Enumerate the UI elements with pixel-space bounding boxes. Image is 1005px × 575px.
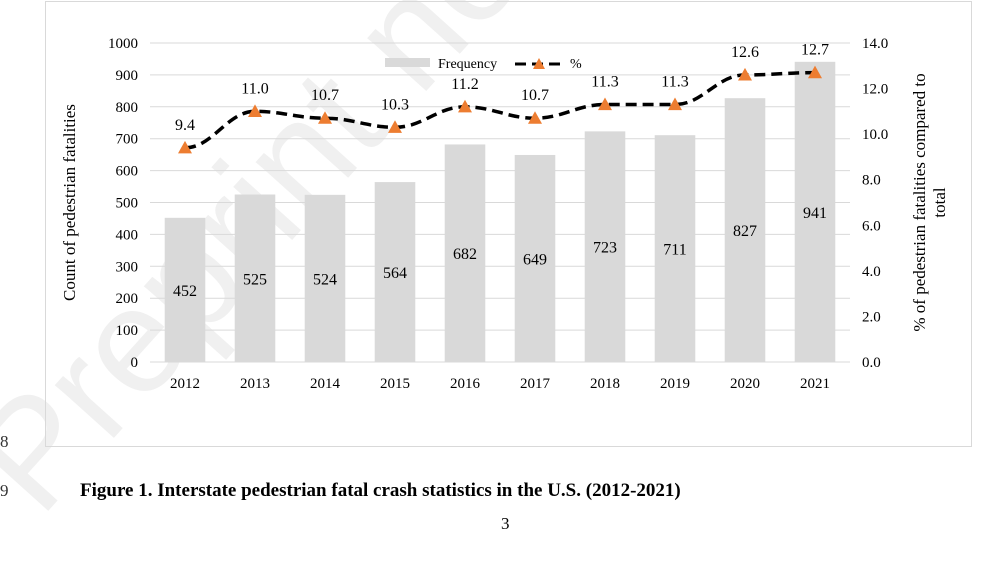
x-tick-label: 2021 bbox=[800, 376, 830, 392]
bar bbox=[724, 98, 766, 362]
percent-marker bbox=[808, 65, 822, 79]
y2-tick-label: 0.0 bbox=[862, 355, 881, 371]
x-tick-label: 2014 bbox=[310, 376, 341, 392]
line-number-8: 8 bbox=[0, 432, 9, 451]
y-tick-label: 900 bbox=[116, 68, 139, 84]
bar-value-label: 827 bbox=[733, 223, 757, 240]
percent-value-label: 11.2 bbox=[451, 76, 478, 93]
legend-label-frequency: Frequency bbox=[438, 57, 497, 72]
y2-axis-title-line2: total bbox=[930, 187, 949, 217]
percent-marker bbox=[528, 111, 542, 124]
y-axis-title: Count of pedestrian fatalities bbox=[60, 104, 79, 301]
y2-tick-label: 12.0 bbox=[862, 82, 888, 98]
percent-line bbox=[184, 70, 816, 150]
percent-marker bbox=[668, 97, 682, 111]
bar bbox=[654, 135, 696, 362]
bar bbox=[234, 194, 276, 362]
bar-value-label: 524 bbox=[313, 271, 337, 288]
x-tick-label: 2020 bbox=[730, 376, 760, 392]
x-tick-label: 2012 bbox=[170, 376, 200, 392]
y-tick-label: 400 bbox=[116, 227, 139, 243]
bar bbox=[304, 194, 346, 362]
percent-marker bbox=[318, 111, 332, 124]
percent-marker bbox=[738, 67, 752, 81]
y-tick-label: 200 bbox=[116, 291, 139, 307]
page-number: 3 bbox=[501, 514, 510, 533]
x-tick-label: 2016 bbox=[450, 376, 481, 392]
bar bbox=[514, 154, 556, 362]
percent-value-label: 11.3 bbox=[661, 74, 688, 91]
y-tick-label: 500 bbox=[116, 196, 139, 212]
x-tick-label: 2015 bbox=[380, 376, 410, 392]
bar-value-label: 649 bbox=[523, 251, 547, 268]
bar-value-label: 525 bbox=[243, 271, 267, 288]
percent-marker bbox=[388, 120, 402, 133]
chart: 0 100 200 300 400 500 600 700 800 900 1000 0.0 2.0 4.… bbox=[60, 36, 949, 392]
percent-marker bbox=[178, 140, 192, 154]
percent-marker bbox=[458, 99, 472, 113]
bar bbox=[444, 144, 486, 362]
bar-value-label: 711 bbox=[663, 242, 686, 259]
bar-value-label: 564 bbox=[383, 265, 407, 282]
percent-value-label: 10.7 bbox=[521, 87, 549, 104]
y2-tick-label: 8.0 bbox=[862, 173, 881, 189]
percent-value-label: 12.6 bbox=[731, 44, 759, 61]
bar-value-label: 941 bbox=[803, 205, 827, 222]
bar bbox=[374, 182, 416, 362]
bar-value-label: 452 bbox=[173, 283, 197, 300]
x-tick-label: 2013 bbox=[240, 376, 270, 392]
percent-value-label: 11.0 bbox=[241, 80, 268, 97]
y-tick-label: 800 bbox=[116, 100, 139, 116]
percent-value-label: 12.7 bbox=[801, 42, 829, 59]
percent-marker bbox=[248, 104, 262, 117]
y-tick-label: 600 bbox=[116, 164, 139, 180]
percent-value-label: 10.7 bbox=[311, 87, 339, 104]
y-tick-label: 700 bbox=[116, 132, 139, 148]
legend-label-percent: % bbox=[570, 57, 582, 72]
percent-value-label: 11.3 bbox=[591, 74, 618, 91]
percent-value-label: 9.4 bbox=[175, 117, 195, 134]
y2-tick-label: 14.0 bbox=[862, 36, 888, 52]
y-tick-label: 100 bbox=[116, 323, 139, 339]
figure-caption: Figure 1. Interstate pedestrian fatal cr… bbox=[80, 480, 681, 501]
x-tick-label: 2017 bbox=[520, 376, 551, 392]
bar-value-label: 723 bbox=[593, 240, 617, 257]
line-number-9: 9 bbox=[0, 481, 9, 500]
y-tick-label: 0 bbox=[131, 355, 139, 371]
legend-swatch-frequency bbox=[385, 58, 430, 67]
percent-marker bbox=[598, 97, 612, 111]
x-tick-label: 2018 bbox=[590, 376, 620, 392]
bar bbox=[164, 217, 206, 362]
y-tick-label: 1000 bbox=[108, 36, 138, 52]
legend-marker-percent bbox=[533, 58, 545, 69]
bar-value-label: 682 bbox=[453, 246, 477, 263]
y2-tick-label: 4.0 bbox=[862, 264, 881, 280]
x-tick-label: 2019 bbox=[660, 376, 690, 392]
y2-tick-label: 6.0 bbox=[862, 218, 881, 234]
percent-value-label: 10.3 bbox=[381, 96, 409, 113]
chart-frame bbox=[45, 1, 972, 447]
bar bbox=[584, 131, 626, 362]
y2-tick-label: 2.0 bbox=[862, 309, 881, 325]
y2-tick-label: 10.0 bbox=[862, 127, 888, 143]
y-tick-label: 300 bbox=[116, 259, 139, 275]
y2-axis-title-line1: % of pedestrian fatalities compared to bbox=[910, 73, 929, 331]
bar bbox=[794, 61, 836, 363]
